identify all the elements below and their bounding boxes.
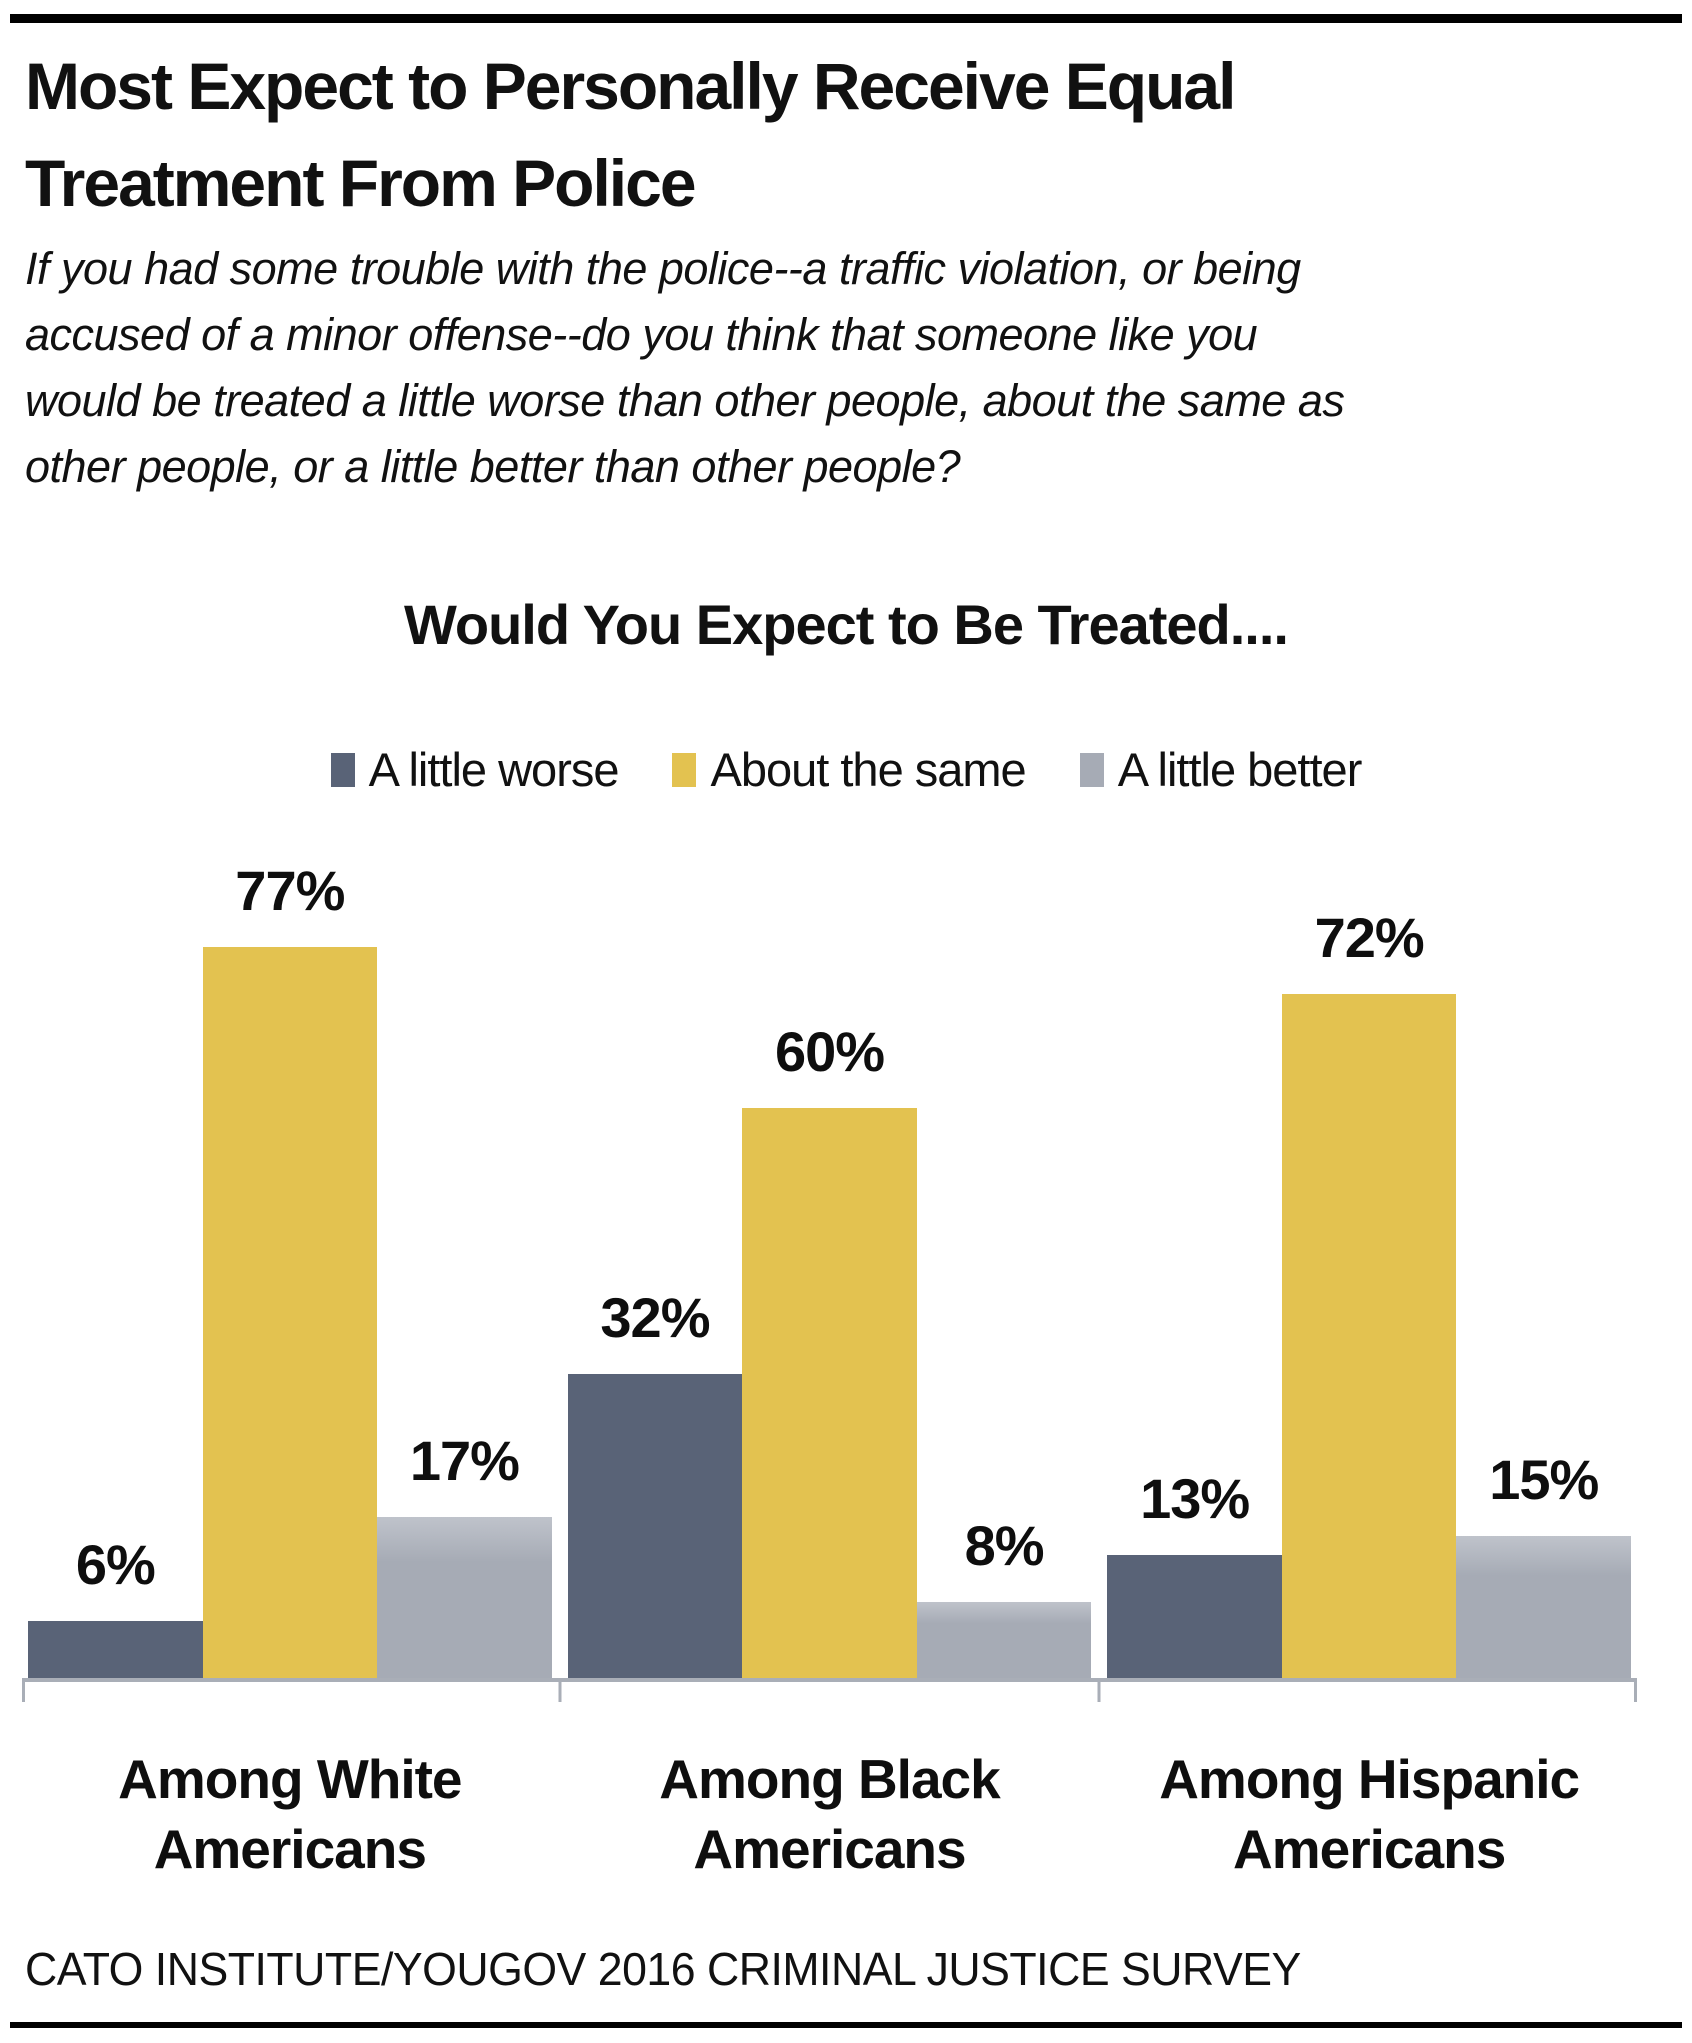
bar-a-little-better-black	[916, 1602, 1092, 1678]
bar-column: 60%	[742, 840, 917, 1678]
bar-column: 15%	[1456, 840, 1632, 1678]
legend-item-a-little-better: A little better	[1079, 742, 1363, 797]
bottom-divider	[10, 2022, 1682, 2028]
x-label-cell: Among White Americans	[28, 1744, 552, 1884]
legend-swatch-about-the-same	[672, 752, 697, 787]
page-title: Most Expect to Personally Receive Equal …	[25, 49, 1236, 220]
bar-a-little-better-white	[377, 1516, 552, 1678]
legend-item-about-the-same: About the same	[672, 742, 1027, 797]
top-divider	[10, 14, 1682, 23]
axis-tick	[1097, 1678, 1101, 1702]
subtitle-line: would be treated a little worse than oth…	[25, 375, 1345, 426]
survey-question-text: If you had some trouble with the police-…	[25, 236, 1652, 500]
legend-label: A little better	[1117, 743, 1363, 796]
bar-column: 32%	[567, 840, 743, 1678]
bar-value-label: 15%	[1489, 1447, 1599, 1511]
bar-value-label: 17%	[409, 1428, 520, 1492]
bar-value-label: 32%	[600, 1286, 710, 1349]
bar-value-label: 8%	[964, 1514, 1045, 1577]
subtitle-line: accused of a minor offense--do you think…	[25, 309, 1258, 360]
x-label-black-americans: Among Black Americans	[659, 1748, 1000, 1880]
x-label-cell: Among Black Americans	[568, 1744, 1092, 1884]
bar-about-the-same-black	[742, 1108, 917, 1678]
x-label-cell: Among Hispanic Americans	[1107, 1744, 1631, 1884]
chart-title: Would You Expect to Be Treated....	[404, 593, 1289, 656]
legend-item-a-little-worse: A little worse	[330, 742, 620, 797]
source-attribution: CATO INSTITUTE/YOUGOV 2016 CRIMINAL JUST…	[25, 1943, 1301, 1995]
bar-about-the-same-white	[202, 946, 378, 1678]
bar-column: 8%	[916, 840, 1092, 1678]
chart-legend: A little worse About the same A little b…	[0, 742, 1692, 797]
bar-column: 77%	[202, 840, 378, 1678]
bar-a-little-worse-black	[567, 1374, 743, 1678]
bar-column: 6%	[28, 840, 203, 1678]
plot-area: 6% 77% 17% 32% 60% 8%	[22, 840, 1637, 1678]
bar-column: 13%	[1107, 840, 1282, 1678]
bar-chart: 6% 77% 17% 32% 60% 8%	[22, 840, 1637, 1884]
legend-label: A little worse	[368, 743, 620, 796]
legend-swatch-a-little-better	[1079, 752, 1104, 787]
axis-tick	[1634, 1678, 1637, 1702]
bar-group-black-americans: 32% 60% 8%	[567, 840, 1092, 1678]
bar-about-the-same-hispanic	[1281, 994, 1457, 1678]
bar-a-little-worse-white	[28, 1621, 203, 1678]
bar-column: 17%	[377, 840, 552, 1678]
bar-value-label: 72%	[1314, 906, 1425, 969]
subtitle-line: other people, or a little better than ot…	[25, 441, 961, 492]
bar-a-little-better-hispanic	[1456, 1535, 1632, 1678]
axis-tick	[22, 1678, 25, 1702]
bar-group-hispanic-americans: 13% 72% 15%	[1107, 840, 1632, 1678]
legend-swatch-a-little-worse	[330, 752, 355, 787]
bar-column: 72%	[1281, 840, 1457, 1678]
bar-value-label: 13%	[1140, 1466, 1250, 1530]
x-axis-labels: Among White Americans Among Black Americ…	[22, 1744, 1637, 1884]
legend-label: About the same	[710, 743, 1026, 796]
bar-group-white-americans: 6% 77% 17%	[28, 840, 552, 1678]
x-axis-line	[22, 1678, 1637, 1702]
bar-a-little-worse-hispanic	[1107, 1554, 1282, 1678]
subtitle-line: If you had some trouble with the police-…	[25, 243, 1301, 294]
bar-value-label: 77%	[235, 858, 345, 922]
bar-value-label: 60%	[774, 1020, 885, 1083]
bar-value-label: 6%	[75, 1533, 156, 1596]
x-label-white-americans: Among White Americans	[118, 1748, 462, 1880]
x-label-hispanic-americans: Among Hispanic Americans	[1159, 1748, 1580, 1880]
axis-tick	[558, 1678, 562, 1702]
